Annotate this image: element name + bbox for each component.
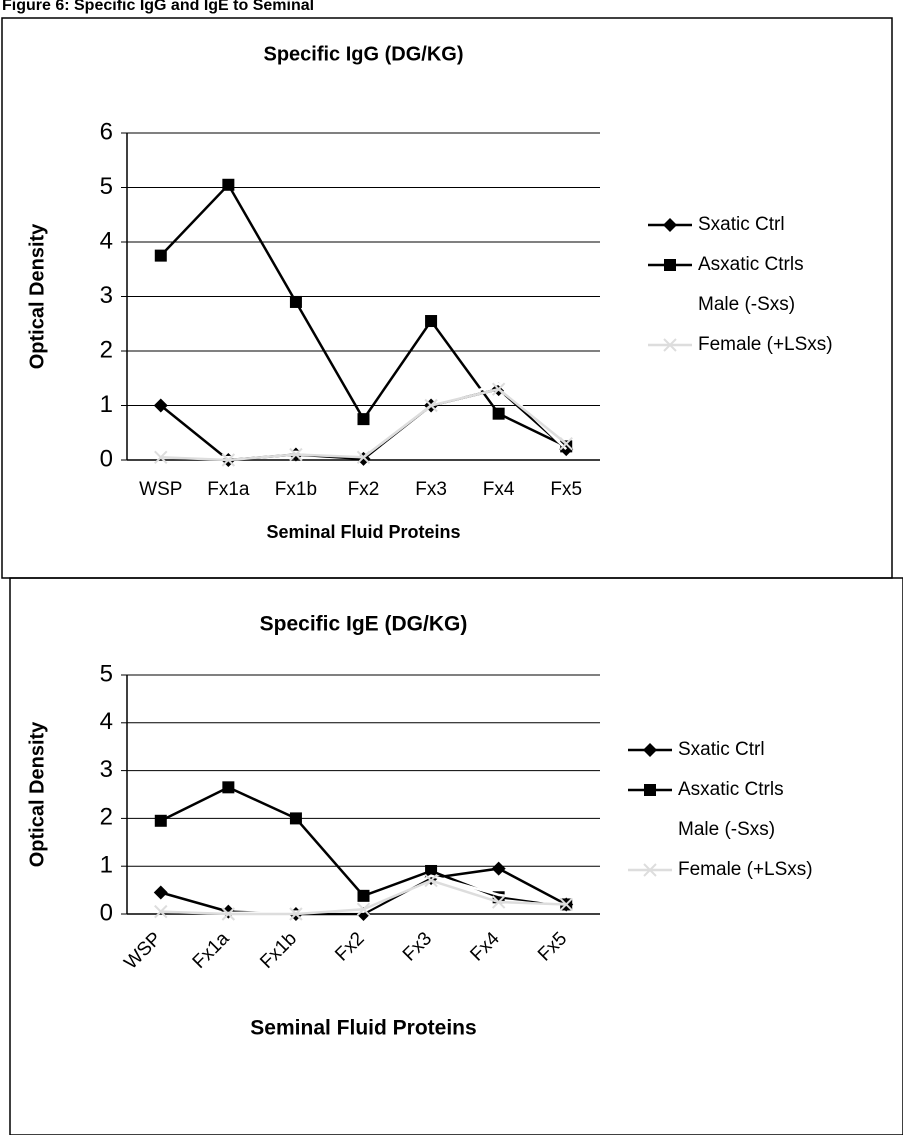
legend-label: Female (+LSxs): [698, 334, 833, 355]
marker: [664, 259, 676, 271]
marker: [644, 784, 656, 796]
legend-label: Sxatic Ctrl: [678, 739, 765, 760]
marker: [221, 453, 236, 467]
y-tick-label: 4: [100, 227, 113, 254]
chart-title: Specific IgG (DG/KG): [263, 43, 463, 65]
figure-title: Figure 6: Specific IgG and IgE to Semina…: [2, 0, 314, 14]
chart-frame: [9, 577, 903, 1135]
marker: [643, 863, 657, 877]
y-axis-label: Optical Density: [26, 721, 48, 867]
marker: [663, 338, 677, 352]
x-tick-label: Fx1b: [256, 928, 301, 973]
x-tick-label: Fx2: [331, 928, 368, 965]
y-tick-label: 5: [100, 173, 113, 200]
marker: [663, 218, 677, 232]
chart: Specific IgG (DG/KG) 0 1 2 3 4 5 6 WSP Fx1a Fx1b Fx…: [1, 17, 893, 579]
legend-label: Male (-Sxs): [698, 294, 795, 315]
y-tick-label: 2: [100, 804, 113, 831]
x-tick-label: Fx3: [399, 928, 436, 965]
marker: [154, 249, 167, 262]
marker: [424, 873, 438, 888]
marker: [491, 382, 506, 396]
marker: [356, 902, 371, 916]
x-tick-label: Fx3: [415, 479, 447, 500]
marker: [491, 895, 506, 909]
legend-label: Male (-Sxs): [678, 819, 775, 840]
marker: [221, 904, 236, 919]
marker: [559, 897, 573, 912]
marker: [153, 398, 168, 413]
series-line: [160, 785, 567, 906]
y-tick-label: 2: [100, 336, 113, 363]
x-axis-label: Seminal Fluid Proteins: [250, 1017, 476, 1040]
x-tick-label: Fx1a: [207, 479, 250, 500]
marker: [424, 398, 438, 413]
y-tick-label: 1: [100, 391, 113, 418]
marker: [560, 440, 573, 453]
marker: [289, 295, 302, 308]
chart: Specific IgE (DG/KG) 0 1 2 3 4 5 WSP Fx1a Fx1b Fx2…: [9, 577, 903, 1135]
marker: [357, 413, 370, 426]
y-tick-label: 6: [100, 118, 113, 145]
y-tick-label: 3: [100, 282, 113, 309]
y-tick-label: 5: [100, 660, 113, 687]
x-tick-label: Fx5: [534, 928, 571, 965]
x-tick-label: Fx5: [550, 479, 582, 500]
y-tick-label: 1: [100, 852, 113, 879]
marker: [222, 781, 235, 794]
marker: [559, 436, 573, 451]
marker: [289, 447, 303, 462]
marker: [643, 743, 657, 757]
marker: [289, 907, 303, 921]
marker: [221, 907, 236, 921]
chart-title: Specific IgE (DG/KG): [260, 613, 468, 636]
legend-label: Asxatic Ctrls: [678, 779, 784, 800]
y-tick-label: 0: [100, 899, 113, 926]
marker: [491, 861, 506, 876]
marker: [425, 864, 438, 877]
series-line: [159, 182, 567, 448]
legend-label: Asxatic Ctrls: [698, 254, 804, 275]
y-axis-label: Optical Density: [26, 223, 48, 369]
marker: [357, 889, 370, 902]
legend-label: Female (+LSxs): [678, 859, 813, 880]
marker: [153, 885, 168, 900]
legend-label: Sxatic Ctrl: [698, 214, 785, 235]
x-tick-label: Fx1a: [189, 928, 234, 973]
y-tick-label: 4: [100, 708, 113, 735]
marker: [154, 904, 168, 919]
x-tick-label: Fx4: [466, 928, 504, 966]
marker: [492, 407, 505, 420]
marker: [154, 814, 167, 827]
x-tick-label: WSP: [139, 479, 182, 500]
x-tick-label: WSP: [120, 928, 165, 973]
x-axis-label: Seminal Fluid Proteins: [266, 522, 460, 542]
x-tick-label: Fx1b: [275, 479, 317, 500]
marker: [289, 812, 302, 825]
marker: [154, 450, 168, 464]
x-tick-label: Fx2: [348, 479, 380, 500]
y-tick-label: 3: [100, 756, 113, 783]
y-tick-label: 0: [100, 445, 113, 472]
x-tick-label: Fx4: [483, 479, 515, 500]
marker: [425, 315, 438, 328]
marker: [356, 450, 371, 464]
marker: [222, 178, 235, 191]
